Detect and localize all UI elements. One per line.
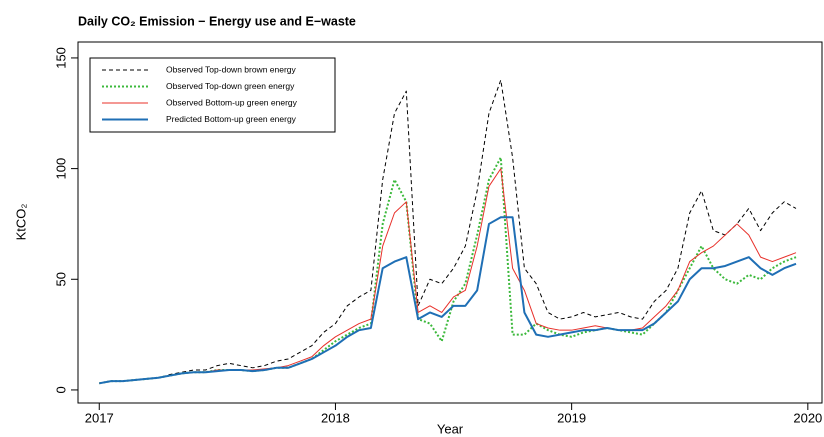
legend-label: Observed Top-down brown energy	[166, 64, 297, 74]
legend-label: Observed Top-down green energy	[166, 81, 295, 91]
y-tick-label: 100	[53, 158, 68, 180]
plot-area	[99, 79, 797, 385]
y-tick-label: 0	[53, 386, 68, 393]
y-tick-label: 50	[53, 272, 68, 286]
x-tick-label: 2018	[321, 410, 350, 425]
y-tick-label: 150	[53, 47, 68, 69]
plot-frame	[77, 41, 823, 404]
x-tick-label: 2020	[793, 410, 822, 425]
chart-title: Daily CO₂ Emission − Energy use and E−wa…	[78, 14, 356, 28]
x-tick-label: 2019	[557, 410, 586, 425]
legend-label: Predicted Bottom-up green energy	[166, 114, 297, 124]
series-line	[99, 216, 797, 385]
x-tick-label: 2017	[85, 410, 114, 425]
y-axis-label: KtCO₂	[13, 204, 28, 241]
series-line	[99, 79, 797, 384]
legend-label: Observed Bottom-up green energy	[166, 97, 298, 107]
series-line	[99, 156, 797, 385]
x-axis-label: Year	[437, 421, 464, 436]
